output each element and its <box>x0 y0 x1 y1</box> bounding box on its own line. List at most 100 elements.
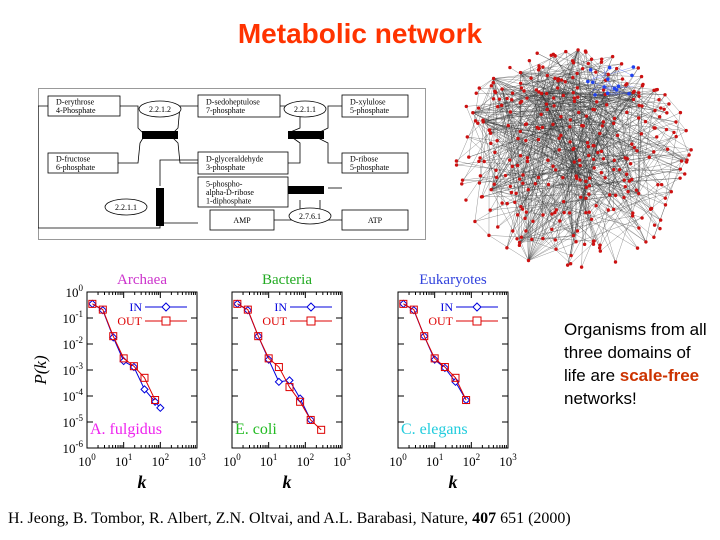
data-point-in <box>140 385 149 394</box>
data-point-out <box>88 299 97 308</box>
legend-label: OUT <box>262 314 287 328</box>
y-axis-label: P(k) <box>32 355 50 386</box>
metabolite-box <box>341 152 409 174</box>
data-point-out <box>109 332 118 341</box>
data-point-out <box>129 362 138 371</box>
network-edges <box>456 49 692 268</box>
legend-marker <box>306 302 316 312</box>
metabolite-label: D-ribose <box>350 155 378 164</box>
x-tick-label: 102 <box>297 452 315 469</box>
organism-label: A. fulgidus <box>90 421 162 438</box>
x-tick-label: 100 <box>78 452 96 469</box>
metabolite-label: 6-phosphate <box>56 163 96 172</box>
metabolite-label: D-glyceraldehyde <box>206 155 264 164</box>
metabolite-label: 1-diphosphate <box>206 196 252 205</box>
network-visualization <box>454 48 693 269</box>
data-point-out <box>140 373 149 382</box>
legend-marker <box>472 302 482 312</box>
x-tick-label: 102 <box>463 452 481 469</box>
metabolite-box <box>341 94 409 118</box>
enzyme-label: 2.7.6.1 <box>299 212 321 221</box>
legend-label: IN <box>274 300 287 314</box>
metabolite-label: 5-phosphate <box>350 163 390 172</box>
metabolite-box <box>209 209 275 231</box>
data-point-out <box>243 305 252 314</box>
edge-e4p <box>120 105 144 134</box>
reaction-bar-2 <box>288 131 324 139</box>
data-point-out <box>151 396 160 405</box>
data-point-out <box>296 397 305 406</box>
metabolite-box <box>197 176 289 208</box>
data-point-out <box>254 332 263 341</box>
edge-f6p-up <box>159 159 198 186</box>
x-tick-label: 101 <box>260 452 278 469</box>
data-point-out <box>119 354 128 363</box>
x-tick-label: 101 <box>115 452 132 469</box>
data-point-out <box>264 354 273 363</box>
data-point-out <box>98 305 107 314</box>
data-point-out <box>451 373 460 382</box>
data-point-out <box>440 363 449 372</box>
x-axis-label: k <box>449 472 458 492</box>
x-tick-label: 103 <box>188 452 206 469</box>
metabolite-label: D-sedoheptulose <box>206 98 260 107</box>
legend-marker <box>161 316 171 326</box>
data-point-out <box>430 354 439 363</box>
reaction-bar-4 <box>156 188 164 226</box>
data-point-in <box>156 403 165 413</box>
edge-s7p <box>172 105 198 134</box>
series-line-out <box>237 303 322 431</box>
enzyme-label: 2.2.1.1 <box>115 203 137 212</box>
data-point-out <box>409 305 418 314</box>
legend-label: IN <box>129 300 142 314</box>
data-point-in <box>451 377 460 387</box>
organism-label: C. elegans <box>401 421 468 438</box>
y-tick-label: 10-2 <box>63 335 84 352</box>
edge-loop <box>38 105 161 229</box>
x-axis-label: k <box>283 472 292 492</box>
edge-f6p <box>118 137 144 164</box>
metabolite-box <box>341 209 409 231</box>
data-point-out <box>317 425 326 434</box>
y-tick-label: 10-5 <box>63 413 84 430</box>
series-line-out <box>403 303 467 401</box>
metabolite-label: 5-phospho- <box>206 179 243 188</box>
x-tick-label: 103 <box>499 452 517 469</box>
metabolite-box <box>47 152 119 174</box>
network-highlight-nodes <box>586 65 636 97</box>
y-tick-label: 10-3 <box>63 361 84 378</box>
enzyme-label: 2.2.1.2 <box>149 105 171 114</box>
archaea-plot: Archaea 100 101 102 103 100 10-1 10-2 10-3 10-4 10… <box>32 272 206 492</box>
edge-g3p-left <box>172 137 198 164</box>
citation-authors: H. Jeong, B. Tombor, R. Albert, Z.N. Olt… <box>8 510 473 527</box>
plot-title: Eukaryotes <box>419 272 487 288</box>
plot-title: Bacteria <box>262 272 312 288</box>
metabolite-box <box>47 95 121 117</box>
metabolite-label: 7-phosphate <box>206 106 246 115</box>
metabolite-box <box>197 94 281 118</box>
legend-marker <box>161 302 171 312</box>
organism-label: E. coli <box>235 421 277 438</box>
metabolite-box <box>197 151 289 175</box>
caption-highlight: scale-free <box>619 366 700 385</box>
data-point-out <box>462 396 471 405</box>
metabolite-label: ATP <box>368 216 383 225</box>
data-point-out <box>233 299 242 308</box>
metabolite-label: D-xylulose <box>350 98 386 107</box>
legend-label: OUT <box>117 314 142 328</box>
data-point-out <box>306 415 315 424</box>
metabolite-label: D-erythrose <box>56 98 95 107</box>
edge-r5p <box>317 137 342 164</box>
x-tick-label: 102 <box>152 452 170 469</box>
x-tick-label: 103 <box>333 452 351 469</box>
metabolite-label: AMP <box>233 216 251 225</box>
metabolite-label: 5-phosphate <box>350 106 390 115</box>
plot-title: Archaea <box>117 272 167 288</box>
pathway-diagram: 2.2.1.2 2.2.1.1 2.2.1.1 2.7.6.1 D-erythrose4… <box>38 88 426 240</box>
enzyme-oval <box>288 207 332 225</box>
caption-part-1: Organisms from all three domains of life… <box>564 320 707 385</box>
x-tick-label: 100 <box>389 452 407 469</box>
enzyme-label: 2.2.1.1 <box>294 105 316 114</box>
data-point-out <box>399 299 408 308</box>
